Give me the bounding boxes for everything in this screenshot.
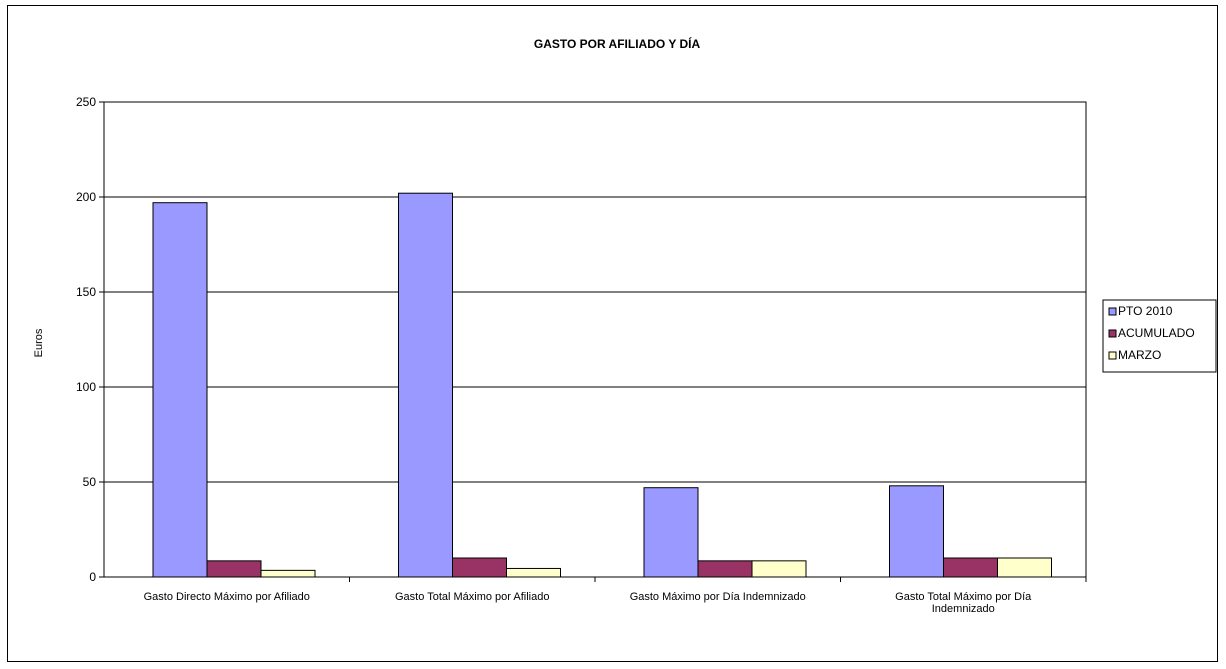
y-tick-label: 0 — [89, 570, 96, 584]
bar — [452, 557, 507, 578]
bar — [943, 557, 998, 578]
bar — [697, 560, 753, 578]
y-tick-label: 150 — [76, 285, 96, 299]
legend-swatch — [1108, 351, 1117, 360]
x-tick-label: Gasto Directo Máximo por Afiliado — [144, 591, 310, 603]
bar-chart: GASTO POR AFILIADO Y DÍA Euros 0 50 100 150… — [33, 36, 1217, 615]
bar — [260, 569, 316, 578]
chart-title: GASTO POR AFILIADO Y DÍA — [534, 36, 701, 51]
y-tick-label: 200 — [76, 190, 96, 204]
chart-frame: GASTO POR AFILIADO Y DÍA Euros 0 50 100 150… — [7, 5, 1218, 662]
legend: PTO 2010 ACUMULADO MARZO — [1102, 299, 1217, 373]
bar — [506, 567, 561, 578]
bar — [643, 487, 699, 578]
legend-swatch — [1108, 329, 1117, 338]
bar — [206, 560, 262, 578]
y-tick-label: 50 — [83, 475, 97, 489]
y-tick-label: 250 — [76, 95, 96, 109]
x-tick-label: Gasto Total Máximo por Día — [895, 591, 1032, 603]
legend-label: PTO 2010 — [1118, 304, 1173, 318]
x-tick-label: Gasto Máximo por Día Indemnizado — [630, 591, 806, 603]
bar — [889, 485, 944, 578]
legend-swatch — [1108, 307, 1117, 316]
x-tick-label: Gasto Total Máximo por Afiliado — [395, 591, 549, 603]
legend-box — [1102, 299, 1217, 373]
y-tick-label: 100 — [76, 380, 96, 394]
y-axis-label: Euros — [33, 328, 45, 357]
legend-label: ACUMULADO — [1118, 326, 1195, 340]
bar — [997, 557, 1052, 578]
bar — [751, 560, 807, 578]
plot-area: 0 50 100 150 200 250 Gasto Directo Máximo por … — [76, 95, 1087, 615]
legend-label: MARZO — [1118, 348, 1161, 362]
bar — [398, 192, 453, 578]
x-tick-label: Indemnizado — [932, 603, 995, 615]
bar — [152, 202, 208, 578]
